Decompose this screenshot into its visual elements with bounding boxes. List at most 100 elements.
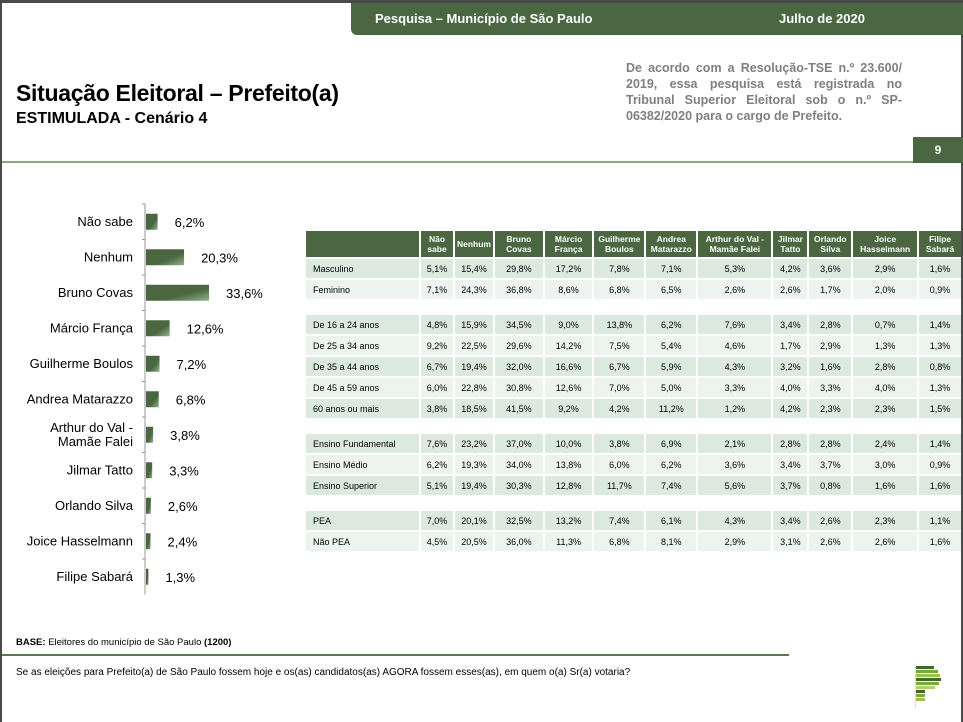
table-cell: 1,1%: [919, 511, 961, 530]
table-cell: 3,6%: [698, 455, 772, 474]
window-frame-left: [0, 0, 2, 722]
table-cell: 9,2%: [544, 399, 593, 418]
table-cell: 4,2%: [773, 399, 808, 418]
table-cell: 2,9%: [853, 259, 918, 278]
table-cell: 5,3%: [698, 259, 772, 278]
bar: [146, 284, 209, 301]
table-cell: 30,8%: [494, 378, 543, 397]
date-label: Julho de 2020: [779, 11, 865, 26]
category-label: Não sabe: [77, 214, 133, 229]
row-label: Não PEA: [306, 532, 420, 551]
table-cell: 3,8%: [594, 434, 645, 453]
row-label: 60 anos ou mais: [306, 399, 420, 418]
table-cell: 14,2%: [544, 336, 593, 355]
table-cell: 1,5%: [919, 399, 961, 418]
table-row: De 16 a 24 anos 4,8% 15,9% 34,5% 9,0% 13,8% 6,…: [306, 315, 961, 334]
group-spacer: [306, 420, 961, 432]
category-label: Arthur do Val -Mamãe Falei: [50, 420, 133, 449]
logo-stripe: [916, 666, 934, 669]
table-cell: 7,4%: [594, 511, 645, 530]
vote-intention-bar-chart: Não sabe 6,2% Nenhum 20,3% Bruno Covas 33,6% M…: [27, 203, 263, 595]
category-label: Joice Hasselmann: [27, 533, 133, 548]
column-header: Joice Hasselmann: [853, 231, 918, 257]
table-cell: 7,1%: [646, 259, 697, 278]
header-divider: [2, 161, 913, 163]
table-cell: 13,8%: [544, 455, 593, 474]
table-cell: 4,2%: [594, 399, 645, 418]
table-cell: 3,1%: [773, 532, 808, 551]
table-cell: 5,1%: [421, 259, 453, 278]
table-cell: 7,6%: [421, 434, 453, 453]
table-cell: 7,4%: [646, 476, 697, 495]
table-cell: 2,8%: [809, 434, 852, 453]
table-cell: 3,4%: [773, 455, 808, 474]
bar: [146, 320, 170, 337]
bar: [146, 355, 160, 372]
value-label: 6,8%: [176, 392, 206, 407]
table-row: Ensino Fundamental 7,6% 23,2% 37,0% 10,0% 3,8…: [306, 434, 961, 453]
category-label: Jilmar Tatto: [67, 462, 133, 477]
table-cell: 7,8%: [594, 259, 645, 278]
value-label: 3,8%: [170, 428, 200, 443]
table-cell: 4,8%: [421, 315, 453, 334]
table-cell: 1,7%: [809, 280, 852, 299]
table-cell: 2,6%: [853, 532, 918, 551]
table-cell: 12,8%: [544, 476, 593, 495]
table-cell: 8,1%: [646, 532, 697, 551]
row-label: Ensino Médio: [306, 455, 420, 474]
table-cell: 1,6%: [919, 476, 961, 495]
category-label: Nenhum: [84, 249, 133, 264]
table-cell: 1,6%: [809, 357, 852, 376]
bar: [146, 426, 154, 443]
table-row: De 35 a 44 anos 6,7% 19,4% 32,0% 16,6% 6,7% 5,…: [306, 357, 961, 376]
bar: [146, 391, 159, 408]
table-cell: 3,0%: [853, 455, 918, 474]
table-cell: 13,2%: [544, 511, 593, 530]
column-header: Orlando Silva: [809, 231, 852, 257]
value-label: 7,2%: [177, 357, 207, 372]
base-label: BASE:: [16, 637, 46, 648]
table-cell: 1,3%: [919, 378, 961, 397]
table-cell: 11,7%: [594, 476, 645, 495]
table-cell: 22,5%: [454, 336, 493, 355]
logo-stripe: [916, 678, 941, 681]
table-cell: 18,5%: [454, 399, 493, 418]
table-cell: 2,3%: [809, 399, 852, 418]
table-cell: 2,9%: [698, 532, 772, 551]
category-label: Orlando Silva: [55, 498, 134, 513]
table-cell: 19,4%: [454, 476, 493, 495]
table-cell: 17,2%: [544, 259, 593, 278]
table-cell: 1,2%: [698, 399, 772, 418]
table-cell: 7,6%: [698, 315, 772, 334]
table-cell: 41,5%: [494, 399, 543, 418]
table-cell: 3,7%: [809, 455, 852, 474]
table-cell: 2,6%: [809, 511, 852, 530]
page-number-badge: 9: [913, 137, 963, 163]
table-cell: 10,0%: [544, 434, 593, 453]
table-cell: 13,8%: [594, 315, 645, 334]
table-row: Ensino Médio 6,2% 19,3% 34,0% 13,8% 6,0% 6,2% 3…: [306, 455, 961, 474]
table-cell: 5,0%: [646, 378, 697, 397]
bar: [146, 568, 149, 585]
table-cell: 4,3%: [698, 511, 772, 530]
column-header: Andrea Matarazzo: [646, 231, 697, 257]
table-cell: 6,1%: [646, 511, 697, 530]
table-cell: 32,5%: [494, 511, 543, 530]
table-cell: 6,7%: [421, 357, 453, 376]
table-cell: 32,0%: [494, 357, 543, 376]
table-cell: 23,2%: [454, 434, 493, 453]
table-cell: 0,8%: [809, 476, 852, 495]
logo-stripe: [916, 686, 935, 689]
table-cell: 6,5%: [646, 280, 697, 299]
table-cell: 7,0%: [421, 511, 453, 530]
table-cell: 30,3%: [494, 476, 543, 495]
table-cell: 6,8%: [594, 280, 645, 299]
group-spacer: [306, 497, 961, 509]
table-cell: 11,3%: [544, 532, 593, 551]
table-cell: 6,8%: [594, 532, 645, 551]
table-cell: 6,2%: [421, 455, 453, 474]
subtitle-bold: ESTIMULADA: [16, 110, 121, 127]
table-cell: 34,0%: [494, 455, 543, 474]
header-banner: Pesquisa – Município de São Paulo Julho …: [351, 3, 963, 35]
page-title: Situação Eleitoral – Prefeito(a): [16, 80, 339, 106]
